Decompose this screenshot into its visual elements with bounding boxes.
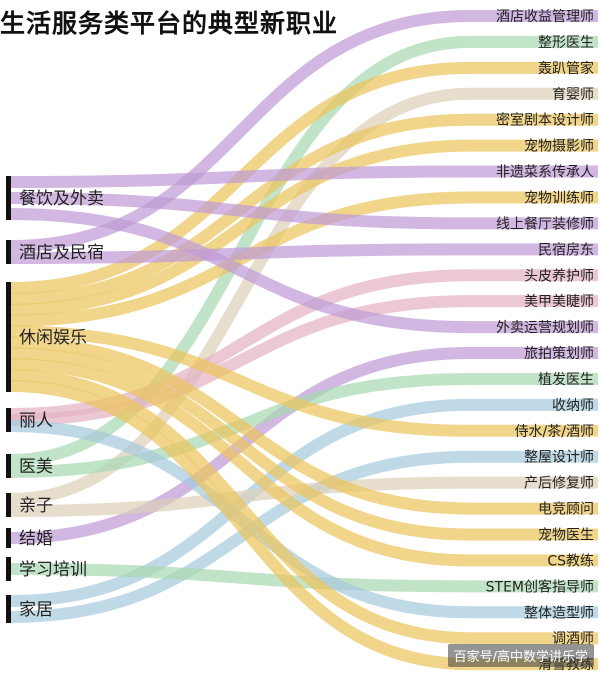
target-label: 宠物摄影师 [524,139,594,155]
sankey-link [10,192,598,230]
target-label: 育婴师 [552,87,594,103]
target-label: 宠物训练师 [524,190,594,206]
sankey-link [10,10,598,252]
target-label: 整屋设计师 [524,450,594,466]
sankey-link [10,347,598,544]
target-label: CS教练 [547,553,594,569]
target-label: 密室剧本设计师 [496,112,594,129]
source-node-bar [6,595,11,623]
target-label: 收纳师 [552,398,594,414]
sankey-link [10,243,598,264]
sankey-link [10,372,598,478]
source-node-bar [6,493,11,517]
target-label: 产后修复师 [524,475,594,492]
target-label: 调酒师 [552,631,594,647]
sankey-link [10,165,598,188]
source-label: 休闲娱乐 [19,328,87,348]
sankey-link [10,295,598,426]
sankey-link [10,87,598,505]
target-label: 非遗菜系传承人 [496,165,594,181]
source-label: 餐饮及外卖 [19,189,104,209]
chart-title: 生活服务类平台的典型新职业 [0,9,339,38]
sankey-link [10,208,598,334]
sankey-link [10,336,598,515]
source-node-bar [6,408,11,432]
source-label: 结婚 [19,529,53,549]
sankey-nodes [6,176,11,623]
source-label: 学习培训 [19,560,87,580]
source-label: 亲子 [19,496,53,516]
target-label: 头皮养护师 [524,268,594,284]
target-label: 宠物医生 [538,528,594,544]
target-label: 酒店收益管理师 [496,9,594,25]
target-label: 外卖运营规划师 [496,320,594,336]
sankey-link [10,347,598,541]
target-label: 整形医生 [538,35,594,51]
target-label: 植发医生 [538,372,594,388]
source-node-bar [6,240,11,264]
target-label: 轰趴管家 [538,60,594,77]
source-label: 家居 [19,600,53,620]
source-node-bar [6,454,11,478]
target-label: 整体造型师 [524,605,594,621]
sankey-link [10,113,598,305]
source-node-bar [6,176,11,220]
source-label: 酒店及民宿 [19,243,104,263]
target-label: 电竞顾问 [538,501,594,518]
target-label: 民宿房东 [538,241,594,258]
sankey-link [10,476,598,517]
source-label: 医美 [19,457,53,477]
sankey-link [10,369,598,645]
target-label: 旅拍策划师 [524,345,594,362]
source-node-bar [6,528,11,548]
source-node-bar [6,282,11,392]
target-label: 美甲美睫师 [524,294,594,310]
sankey-link [10,563,598,593]
sankey-links [10,10,598,671]
sankey-link [10,325,598,437]
watermark: 百家号/高中数学讲乐学 [447,644,594,667]
target-label: STEM创客指导师 [486,578,594,595]
source-node-bar [6,557,11,581]
sankey-link [10,358,598,567]
sankey-link [10,139,598,316]
target-label: 侍水/茶/酒师 [515,424,594,440]
target-label: 线上餐厅装修师 [496,216,594,232]
sankey-link [10,380,598,671]
source-label: 丽人 [19,411,53,431]
